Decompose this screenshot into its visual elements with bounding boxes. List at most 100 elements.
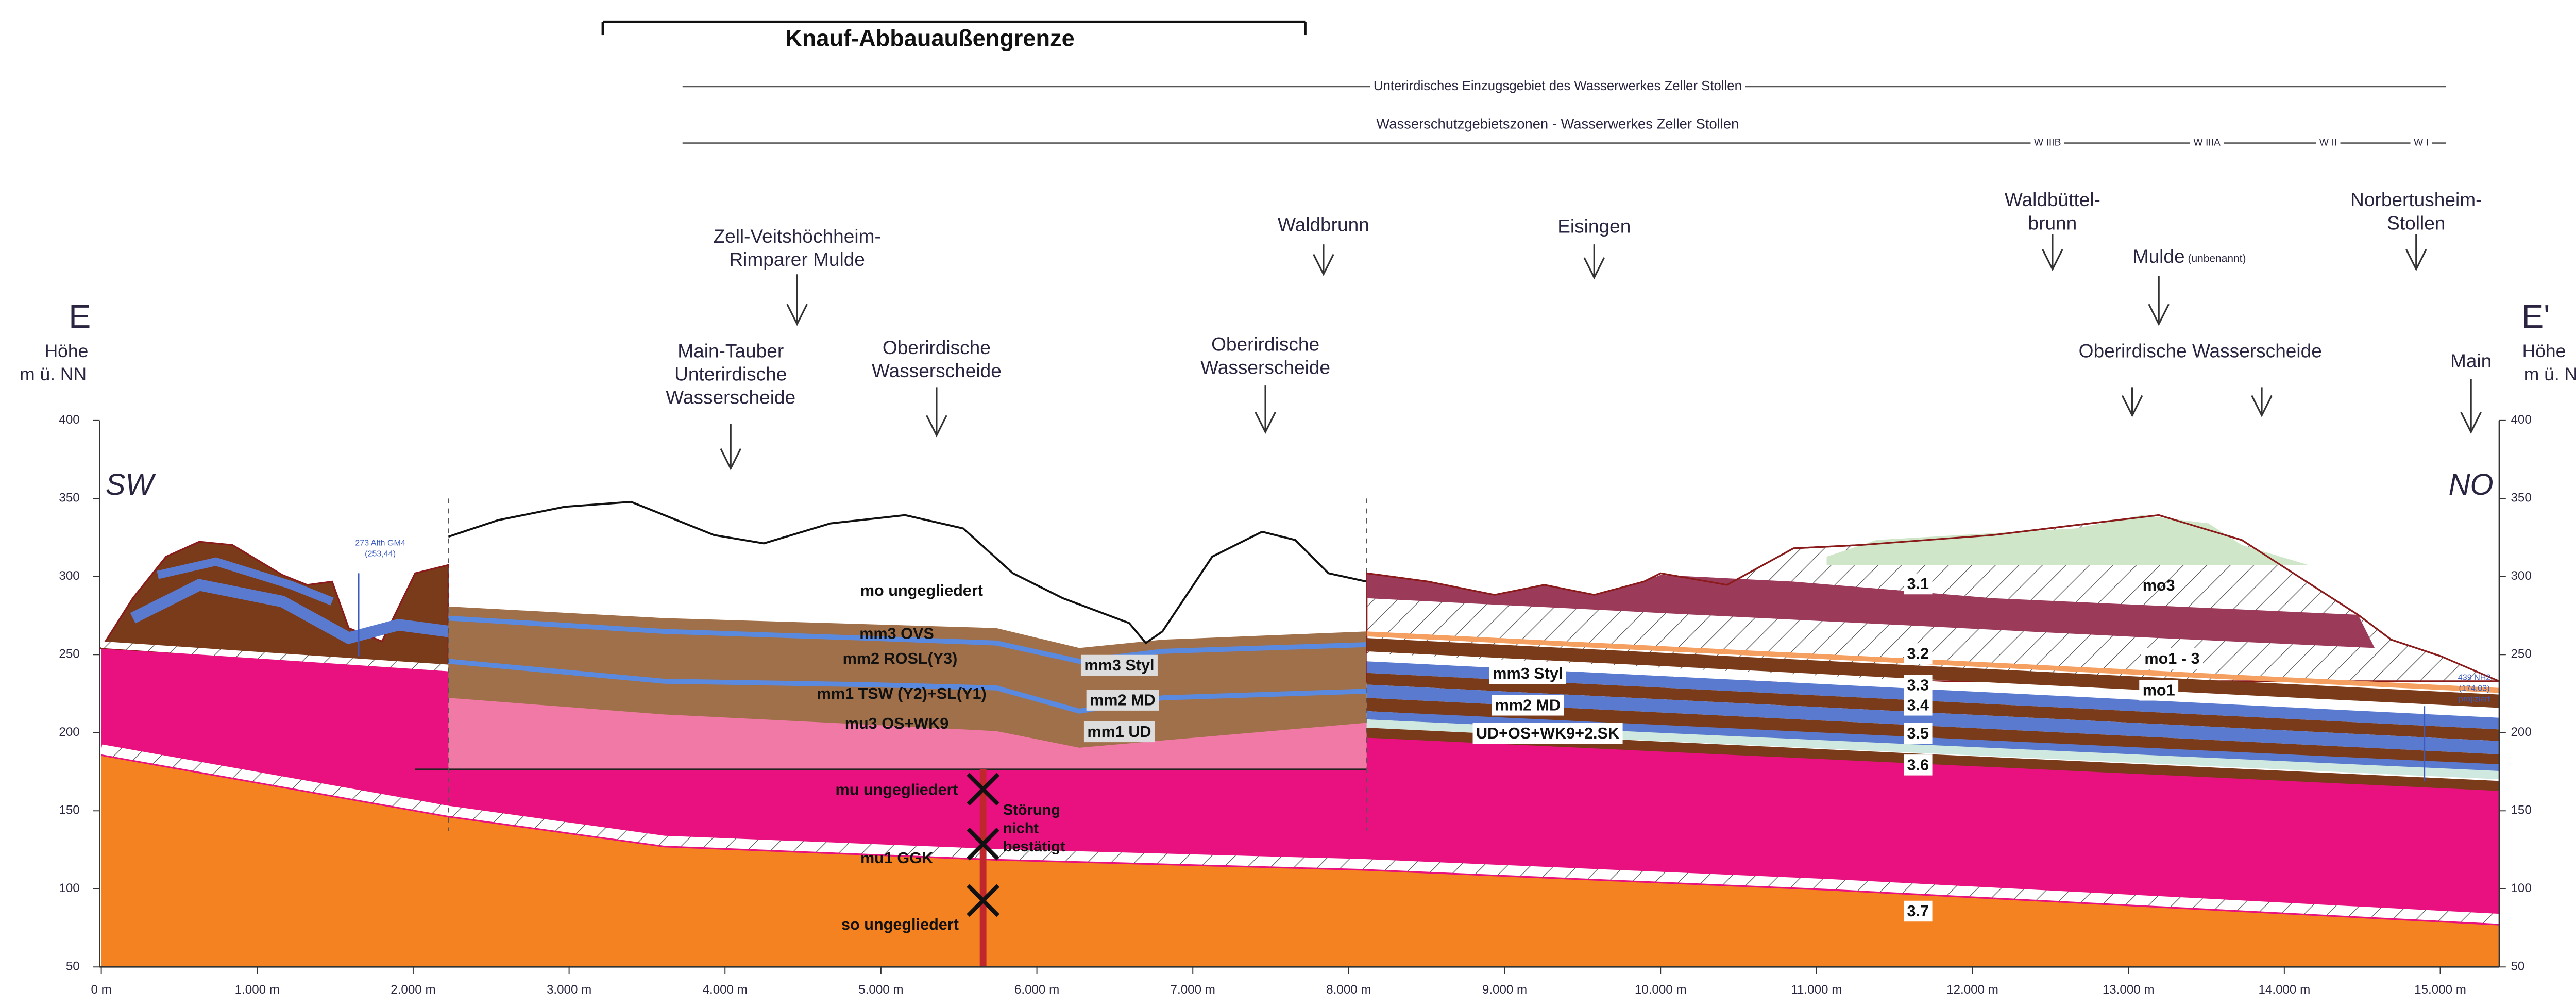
layer-label: mm3 OVS bbox=[859, 625, 934, 643]
fault-label: bestätigt bbox=[1003, 838, 1065, 855]
layer-label: 3.4 bbox=[1907, 696, 1929, 714]
y-tick-label: 150 bbox=[59, 803, 79, 817]
y-tick-label: 150 bbox=[2511, 803, 2532, 817]
landmark: Wasserscheide bbox=[872, 360, 1002, 381]
landmark: Oberirdische bbox=[1211, 333, 1319, 355]
y-tick-label: 50 bbox=[66, 960, 80, 974]
x-tick-label: 4.000 m bbox=[703, 983, 748, 997]
label: W IIIB bbox=[2034, 138, 2061, 148]
landmark-note: (unbenannt) bbox=[2188, 253, 2246, 265]
layer-label: mm1 UD bbox=[1087, 723, 1151, 741]
layer-label: mm2 MD bbox=[1090, 692, 1156, 709]
landmark: brunn bbox=[2028, 212, 2077, 233]
label: Höhe bbox=[2522, 341, 2566, 361]
landmark: Wasserscheide bbox=[666, 387, 795, 408]
x-tick-label: 11.000 m bbox=[1791, 983, 1842, 997]
landmark: Waldbrunn bbox=[1278, 214, 1369, 236]
landmark: Rimparer Mulde bbox=[729, 248, 865, 270]
label: Unterirdisches Einzugsgebiet des Wasserw… bbox=[1374, 79, 1742, 93]
landmark: Wasserscheide bbox=[1200, 357, 1330, 378]
label: Höhe bbox=[45, 341, 89, 361]
landmark: Oberirdische Wasserscheide bbox=[2079, 340, 2322, 361]
landmark: Norbertusheim- bbox=[2350, 189, 2482, 210]
label: E bbox=[69, 298, 91, 335]
layer-label: 3.7 bbox=[1907, 902, 1929, 920]
label: W IIIA bbox=[2193, 138, 2221, 148]
fault-label: Störung bbox=[1003, 802, 1060, 818]
layer-label: mm2 ROSL(Y3) bbox=[843, 650, 958, 667]
layer-label: so ungegliedert bbox=[841, 916, 959, 933]
layer-label: mm2 MD bbox=[1495, 696, 1561, 714]
layer-label: mm1 TSW (Y2)+SL(Y1) bbox=[817, 685, 987, 702]
well-label: (253,44) bbox=[365, 549, 396, 559]
x-tick-label: 6.000 m bbox=[1014, 983, 1059, 997]
layer-label: 3.5 bbox=[1907, 725, 1929, 742]
landmark: Waldbüttel- bbox=[2005, 189, 2100, 210]
landmark: Zell-Veitshöchheim- bbox=[713, 225, 880, 247]
y-tick-label: 350 bbox=[59, 491, 79, 505]
y-tick-label: 100 bbox=[2511, 881, 2532, 895]
landmark: Unterirdische bbox=[674, 363, 787, 385]
layer-label: mo3 bbox=[2143, 577, 2175, 594]
landmark: Main-Tauber bbox=[677, 340, 784, 361]
y-tick-label: 400 bbox=[59, 413, 79, 427]
landmark: Stollen bbox=[2387, 212, 2445, 233]
x-tick-label: 2.000 m bbox=[391, 983, 435, 997]
layer-label: 3.6 bbox=[1907, 756, 1929, 774]
x-tick-label: 1.000 m bbox=[235, 983, 280, 997]
landmark: Mulde bbox=[2133, 245, 2185, 267]
cross-section: Knauf-Abbauaußengrenze Unterirdisches Ein… bbox=[0, 0, 2576, 1007]
x-tick-label: 8.000 m bbox=[1326, 983, 1371, 997]
x-tick-label: 12.000 m bbox=[1946, 983, 1998, 997]
x-tick-label: 14.000 m bbox=[2258, 983, 2310, 997]
label: m ü. NN bbox=[2524, 364, 2576, 384]
x-tick-label: 5.000 m bbox=[858, 983, 903, 997]
y-tick-label: 200 bbox=[59, 725, 79, 739]
layer-label: mm3 Styl bbox=[1084, 657, 1154, 674]
well-label: 273 Alth GM4 bbox=[355, 539, 405, 548]
x-tick-label: 15.000 m bbox=[2414, 983, 2466, 997]
layer-label: UD+OS+WK9+2.SK bbox=[1476, 725, 1619, 742]
label: Wasserschutzgebietszonen - Wasserwerkes … bbox=[1376, 115, 1739, 131]
label: E' bbox=[2521, 298, 2550, 335]
layer-label: 3.2 bbox=[1907, 645, 1929, 662]
x-tick-label: 13.000 m bbox=[2103, 983, 2155, 997]
layer-label: mu ungegliedert bbox=[835, 781, 958, 799]
y-tick-label: 200 bbox=[2511, 725, 2532, 739]
landmark: Oberirdische bbox=[883, 337, 991, 358]
x-tick-label: 3.000 m bbox=[547, 983, 591, 997]
landmark: Eisingen bbox=[1557, 215, 1631, 237]
y-tick-label: 300 bbox=[59, 569, 79, 583]
y-tick-label: 250 bbox=[59, 647, 79, 661]
layer-label: mo ungegliedert bbox=[860, 582, 983, 599]
fault-line bbox=[980, 769, 987, 967]
label: NO bbox=[2449, 468, 2494, 501]
geology bbox=[99, 22, 2499, 967]
y-tick-label: 250 bbox=[2511, 647, 2532, 661]
layer-label: mo1 bbox=[2143, 681, 2175, 699]
label: m ü. NN bbox=[20, 364, 87, 384]
fault-label: nicht bbox=[1003, 820, 1039, 836]
y-tick-label: 100 bbox=[59, 881, 79, 895]
landmark: Main bbox=[2450, 350, 2492, 372]
x-tick-label: 9.000 m bbox=[1482, 983, 1527, 997]
well-label: (174,03) bbox=[2459, 684, 2490, 693]
label: W II bbox=[2319, 138, 2337, 148]
well-label: 439 NH2 bbox=[2458, 673, 2491, 682]
x-tick-label: 0 m bbox=[91, 983, 111, 997]
y-tick-label: 350 bbox=[2511, 491, 2532, 505]
layer-label: mu1 GGK bbox=[860, 849, 933, 867]
layer-label: mm3 Styl bbox=[1493, 665, 1563, 682]
y-tick-label: 400 bbox=[2511, 413, 2532, 427]
label: SW bbox=[106, 468, 157, 501]
layer-label: mo1 - 3 bbox=[2144, 650, 2199, 667]
y-tick-label: 50 bbox=[2511, 960, 2525, 974]
page: {"header": {"title": "Knauf-Abbauaußengr… bbox=[0, 0, 2576, 1007]
well-label: projiziert bbox=[2459, 695, 2490, 704]
layer-label: mu3 OS+WK9 bbox=[845, 715, 949, 732]
label: Knauf-Abbauaußengrenze bbox=[785, 25, 1074, 52]
layer-label: 3.3 bbox=[1907, 677, 1929, 694]
layer-label: 3.1 bbox=[1907, 575, 1929, 593]
x-tick-label: 10.000 m bbox=[1635, 983, 1687, 997]
label: W I bbox=[2414, 138, 2429, 148]
